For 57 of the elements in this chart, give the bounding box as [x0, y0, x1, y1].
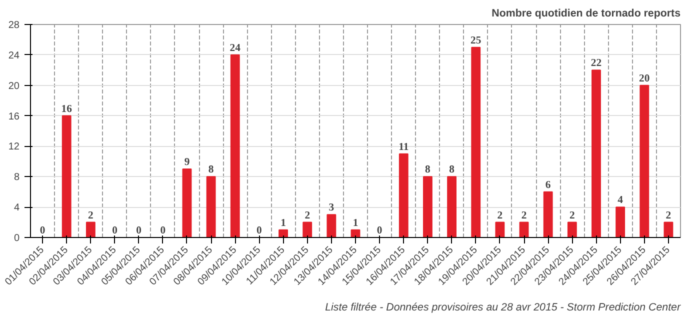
data-label: 11: [398, 142, 409, 153]
y-tick-label: 24: [8, 50, 20, 62]
bar: [302, 222, 312, 238]
bar: [86, 222, 96, 238]
chart-title: Nombre quotidien de tornado reports: [492, 8, 681, 20]
bar: [206, 176, 216, 238]
data-label: 25: [470, 35, 482, 46]
bar: [471, 46, 481, 238]
bar: [543, 191, 553, 238]
data-label: 0: [136, 226, 142, 236]
data-label: 9: [184, 157, 190, 168]
data-label: 2: [304, 210, 310, 222]
bar: [592, 70, 601, 238]
bar: [616, 206, 626, 238]
y-tick-label: 0: [14, 233, 20, 244]
bar: [519, 222, 529, 238]
data-label: 20: [639, 73, 650, 84]
data-label: 0: [256, 226, 262, 236]
data-label: 2: [88, 210, 94, 222]
y-tick-label: 12: [8, 142, 20, 153]
bar: [423, 176, 432, 238]
data-label: 8: [449, 164, 454, 176]
y-tick-label: 4: [14, 202, 20, 214]
data-label: 1: [280, 218, 286, 229]
bar: [278, 229, 288, 238]
data-label: 2: [521, 210, 527, 222]
data-label: 4: [618, 195, 624, 206]
data-label: 16: [61, 104, 73, 115]
bar: [447, 176, 457, 238]
data-label: 1: [352, 218, 358, 229]
data-label: 2: [497, 210, 503, 222]
text: Liste filtrée - Données provisoires au 28 avr 2015 - Storm Prediction Center: [325, 302, 681, 314]
bar: [182, 168, 192, 238]
data-label: 8: [425, 164, 430, 176]
data-label: 0: [160, 226, 166, 236]
bar: [640, 84, 650, 238]
data-label: 0: [112, 226, 118, 236]
bar: [398, 153, 408, 238]
data-label: 0: [376, 226, 382, 236]
data-label: 22: [590, 58, 602, 70]
bar: [664, 222, 674, 238]
data-label: 24: [230, 42, 242, 54]
bar: [495, 222, 505, 238]
bar: [62, 115, 72, 238]
y-tick-label: 28: [8, 20, 20, 31]
data-label: 3: [328, 202, 334, 214]
bar: [567, 222, 577, 238]
y-tick-label: 16: [8, 111, 20, 122]
data-label: 0: [40, 226, 46, 236]
data-label: 8: [208, 164, 214, 176]
bar: [230, 54, 240, 238]
data-label: 2: [570, 210, 575, 222]
y-tick-label: 8: [14, 172, 20, 184]
y-tick-label: 20: [8, 80, 20, 92]
data-label: 2: [666, 210, 672, 222]
bar: [326, 214, 336, 238]
data-label: 6: [545, 180, 552, 191]
